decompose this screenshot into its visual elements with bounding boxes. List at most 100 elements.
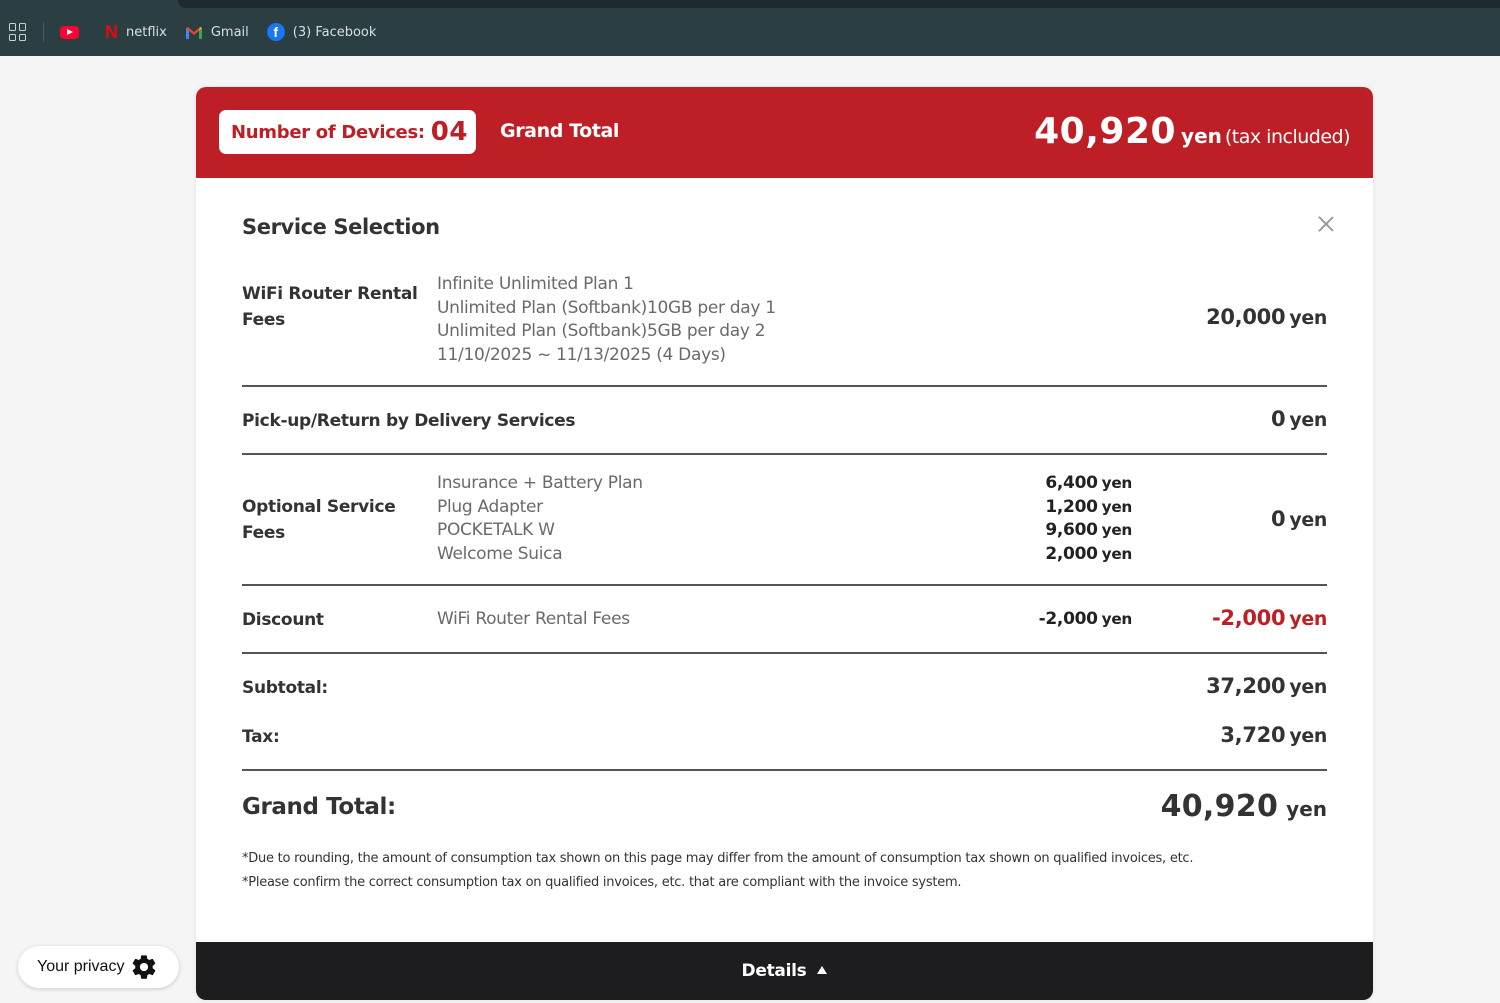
- currency: yen: [1289, 676, 1327, 698]
- row-tax: Tax: 3,720 yen: [242, 723, 1327, 753]
- grand-total-amount: 40,920 yen: [1161, 789, 1327, 824]
- option-name: POCKETALK W: [437, 520, 555, 541]
- row-amount: 20,000 yen: [1206, 305, 1327, 329]
- service-selection-modal: Number of Devices: 04 Grand Total 40,920…: [196, 87, 1373, 1000]
- modal-header: Number of Devices: 04 Grand Total 40,920…: [196, 87, 1373, 178]
- caret-up-icon: [817, 966, 828, 974]
- bookmark-label: netflix: [126, 24, 167, 40]
- row-label-line: Fees: [242, 523, 285, 543]
- bookmark-facebook[interactable]: f (3) Facebook: [266, 23, 377, 41]
- row-details: Insurance + Battery Plan Plug Adapter PO…: [437, 472, 643, 567]
- bookmark-youtube[interactable]: [60, 25, 87, 39]
- currency: yen: [1289, 725, 1327, 747]
- currency: yen: [1289, 509, 1327, 531]
- divider: [242, 584, 1327, 586]
- option-price: 6,400 yen: [1045, 472, 1132, 496]
- devices-label: Number of Devices:: [231, 121, 425, 143]
- divider: [242, 652, 1327, 654]
- detail-line: Unlimited Plan (Softbank)5GB per day 2: [437, 321, 766, 342]
- bookmark-items: N netflix Gmail f (3) Facebook: [0, 20, 394, 44]
- row-label-line: Fees: [242, 310, 285, 330]
- detail-line: Unlimited Plan (Softbank)10GB per day 1: [437, 297, 776, 318]
- detail-line: 11/10/2025 ~ 11/13/2025 (4 Days): [437, 345, 726, 366]
- discount-sub-amount: -2,000 yen: [1038, 608, 1133, 632]
- netflix-icon: N: [105, 22, 118, 42]
- bookmark-netflix[interactable]: N netflix: [105, 23, 167, 41]
- row-label: Discount: [242, 610, 324, 630]
- amount-value: 40,920: [1160, 789, 1279, 824]
- bookmarks-bar: N netflix Gmail f (3) Facebook: [0, 0, 1500, 56]
- divider: [242, 385, 1327, 387]
- price-value: -2,000: [1038, 609, 1098, 629]
- header-grand-total-amount: 40,920: [1034, 111, 1177, 152]
- price-value: 2,000: [1045, 544, 1098, 565]
- youtube-icon: [60, 25, 79, 39]
- header-currency: yen: [1181, 124, 1222, 148]
- amount-value: 37,200: [1206, 674, 1286, 698]
- subtotal-amount: 37,200 yen: [1206, 674, 1327, 698]
- tab-strip-edge: [178, 0, 1500, 8]
- row-details: WiFi Router Rental Fees: [437, 609, 630, 629]
- grand-total-label: Grand Total:: [242, 794, 396, 820]
- row-label: Optional Service Fees: [242, 494, 396, 546]
- privacy-settings-button[interactable]: Your privacy: [18, 946, 179, 988]
- price-value: 6,400: [1045, 473, 1098, 493]
- row-label-line: Optional Service: [242, 497, 396, 517]
- amount-value: 20,000: [1206, 305, 1286, 329]
- option-name: Plug Adapter: [437, 496, 543, 517]
- tax-amount: 3,720 yen: [1220, 723, 1327, 747]
- row-label: Pick-up/Return by Delivery Services: [242, 411, 576, 431]
- footnote: *Please confirm the correct consumption …: [242, 875, 962, 890]
- close-icon[interactable]: [1318, 216, 1334, 232]
- tax-label: Tax:: [242, 727, 280, 747]
- amount-value: 3,720: [1220, 723, 1286, 747]
- price-value: 9,600: [1045, 520, 1098, 541]
- header-grand-total-label: Grand Total: [500, 120, 620, 142]
- bookmark-label: (3) Facebook: [292, 24, 377, 40]
- row-amount: -2,000 yen: [1212, 606, 1327, 630]
- bookmark-separator: [43, 22, 44, 42]
- row-wifi-rental: WiFi Router Rental Fees Infinite Unlimit…: [242, 273, 1327, 373]
- section-title: Service Selection: [242, 215, 440, 239]
- devices-count-badge: Number of Devices: 04: [219, 110, 476, 154]
- row-delivery: Pick-up/Return by Delivery Services 0 yen: [242, 407, 1327, 437]
- option-prices: 6,400 yen 1,200 yen 9,600 yen 2,000 yen: [1045, 472, 1132, 567]
- row-details: Infinite Unlimited Plan 1 Unlimited Plan…: [437, 273, 776, 368]
- details-toggle-button[interactable]: Details: [196, 942, 1373, 1000]
- row-subtotal: Subtotal: 37,200 yen: [242, 674, 1327, 704]
- currency: yen: [1101, 474, 1133, 492]
- option-price: 2,000 yen: [1045, 543, 1132, 567]
- row-label-line: WiFi Router Rental: [242, 284, 418, 304]
- divider: [242, 769, 1327, 771]
- amount-value: 0: [1271, 507, 1286, 531]
- price-value: 1,200: [1045, 496, 1098, 517]
- currency: yen: [1101, 545, 1133, 564]
- detail-line: Infinite Unlimited Plan 1: [437, 274, 634, 294]
- gear-icon: [130, 953, 158, 981]
- row-discount: Discount WiFi Router Rental Fees -2,000 y…: [242, 606, 1327, 636]
- devices-count: 04: [430, 117, 468, 147]
- option-name: Insurance + Battery Plan: [437, 473, 643, 493]
- bookmark-gmail[interactable]: Gmail: [185, 25, 249, 40]
- option-price: 1,200 yen: [1045, 496, 1132, 520]
- currency: yen: [1289, 409, 1327, 431]
- currency: yen: [1286, 797, 1327, 821]
- header-grand-total: 40,920 yen (tax included): [1034, 111, 1350, 152]
- row-amount: 0 yen: [1271, 507, 1327, 531]
- facebook-icon: f: [266, 23, 285, 41]
- details-label: Details: [741, 961, 807, 981]
- apps-grid-icon[interactable]: [9, 23, 27, 41]
- gmail-icon: [185, 26, 203, 39]
- currency: yen: [1289, 608, 1327, 630]
- subtotal-label: Subtotal:: [242, 678, 328, 698]
- header-tax-note: (tax included): [1224, 126, 1351, 148]
- option-price: 9,600 yen: [1045, 519, 1132, 543]
- amount-value: -2,000: [1211, 606, 1286, 630]
- currency: yen: [1101, 610, 1133, 628]
- footnote: *Due to rounding, the amount of consumpt…: [242, 851, 1194, 866]
- currency: yen: [1101, 521, 1133, 540]
- divider: [242, 453, 1327, 455]
- row-optional-services: Optional Service Fees Insurance + Batter…: [242, 472, 1327, 572]
- row-amount: 0 yen: [1271, 407, 1327, 431]
- row-label: WiFi Router Rental Fees: [242, 281, 418, 333]
